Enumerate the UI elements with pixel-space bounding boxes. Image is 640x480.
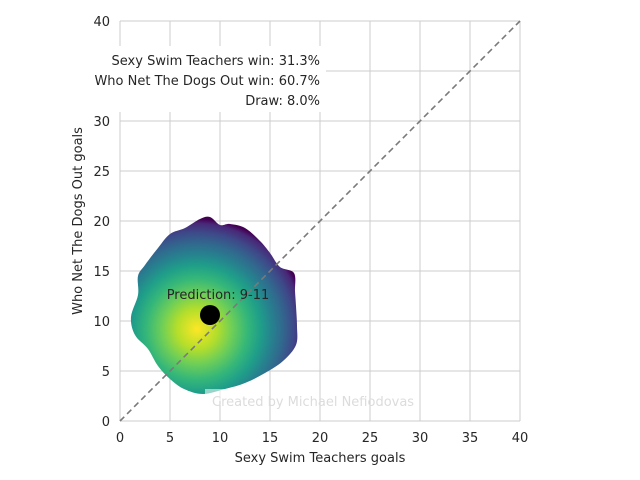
y-tick-label: 10 [93,315,110,330]
watermark-group: Created by Michael Nefiodovas [205,389,414,410]
draw-probability: Draw: 8.0% [245,94,320,109]
goal-density-area [130,216,298,394]
x-tick-label: 20 [312,431,329,446]
x-tick-label: 10 [212,431,229,446]
diagonal-layer [119,20,521,422]
annotation-background [76,46,326,112]
x-tick-label: 0 [116,431,124,446]
x-axis-label: Sexy Swim Teachers goals [235,451,406,466]
home-win-probability: Sexy Swim Teachers win: 31.3% [112,54,320,69]
y-tick-label: 25 [93,165,110,180]
win-probability-box: Sexy Swim Teachers win: 31.3% Who Net Th… [76,46,326,112]
y-tick-label: 30 [93,115,110,130]
prediction-point [200,305,220,325]
watermark-background [205,389,237,401]
y-tick-label: 40 [93,15,110,30]
x-tick-label: 25 [362,431,379,446]
y-axis-label: Who Net The Dogs Out goals [71,127,86,315]
prediction-label: Prediction: 9-11 [167,288,270,303]
density-layer [130,216,298,394]
y-tick-label: 0 [102,415,110,430]
y-tick-label: 15 [93,265,110,280]
x-tick-label: 5 [166,431,174,446]
y-tick-label: 5 [102,365,110,380]
x-tick-label: 15 [262,431,279,446]
x-tick-label: 40 [512,431,529,446]
away-win-probability: Who Net The Dogs Out win: 60.7% [94,74,320,89]
x-tick-label: 35 [462,431,479,446]
equal-score-line [119,20,521,422]
x-ticks: 0 5 10 15 20 25 30 35 40 [116,431,528,446]
y-tick-label: 20 [93,215,110,230]
x-tick-label: 30 [412,431,429,446]
watermark: Created by Michael Nefiodovas [212,395,414,410]
